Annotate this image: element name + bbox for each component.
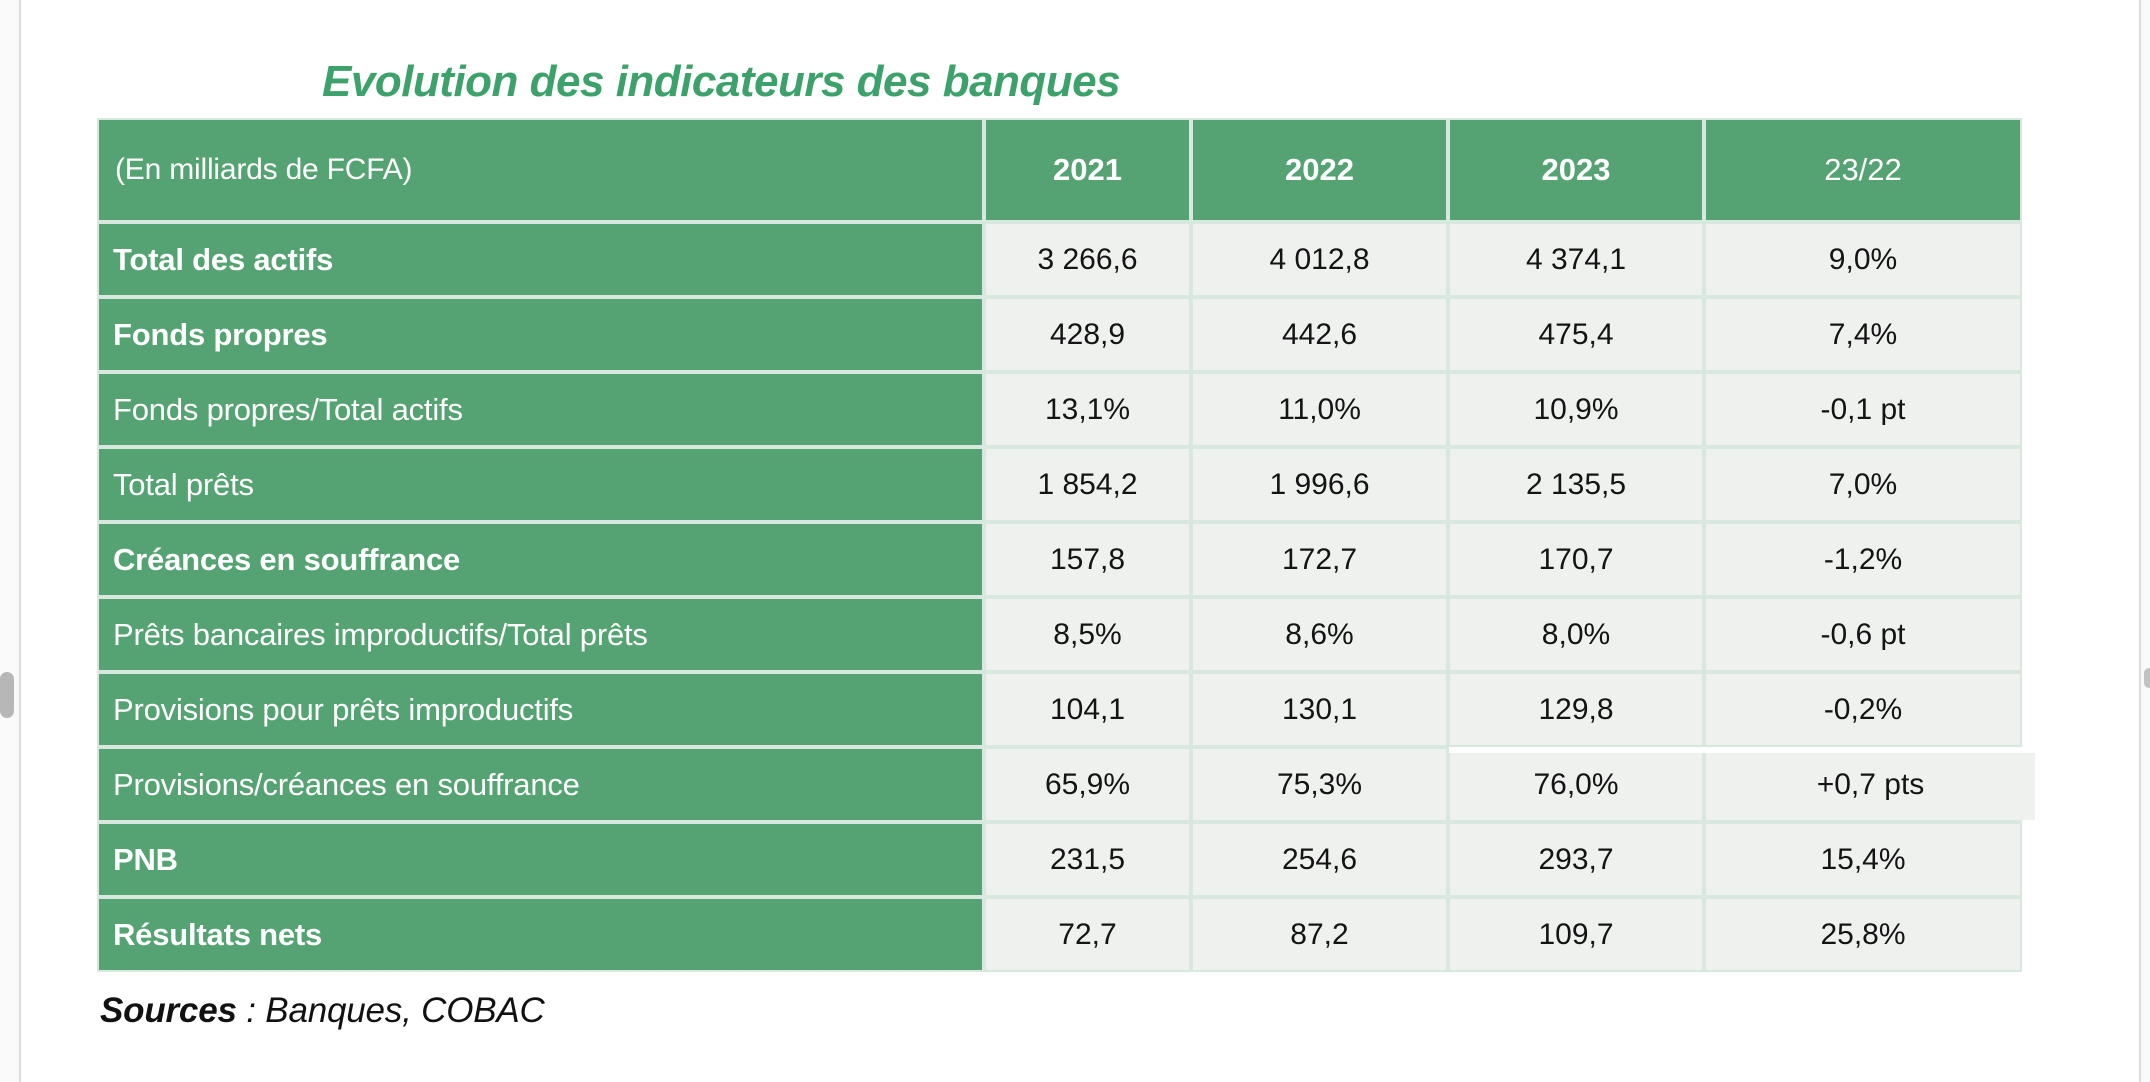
- cell-value: 157,8: [986, 524, 1189, 595]
- row-label: Créances en souffrance: [99, 524, 982, 595]
- right-scrollbar-thumb[interactable]: [2144, 668, 2150, 688]
- table-header-row: (En milliards de FCFA) 2021 2022 2023 23…: [99, 120, 2020, 220]
- table-row: Total prêts 1 854,2 1 996,6 2 135,5 7,0%: [99, 449, 2020, 520]
- cell-value: 7,4%: [1706, 299, 2020, 370]
- row-label: Provisions/créances en souffrance: [99, 749, 982, 820]
- sources-label: Sources: [100, 991, 237, 1030]
- left-scrollbar-thumb[interactable]: [0, 672, 14, 718]
- cell-value: +0,7 pts: [1706, 749, 2035, 820]
- row-label: Prêts bancaires improductifs/Total prêts: [99, 599, 982, 670]
- cell-value: 65,9%: [986, 749, 1189, 820]
- cell-value: 4 012,8: [1193, 224, 1446, 295]
- cell-value: 8,5%: [986, 599, 1189, 670]
- indicators-table: (En milliards de FCFA) 2021 2022 2023 23…: [97, 118, 2038, 972]
- row-label: Provisions pour prêts improductifs: [99, 674, 982, 745]
- variation-header-23-22: 23/22: [1706, 120, 2020, 220]
- row-label: Total des actifs: [99, 224, 982, 295]
- unit-header-cell: (En milliards de FCFA): [99, 120, 982, 220]
- table-row: Fonds propres 428,9 442,6 475,4 7,4%: [99, 299, 2020, 370]
- cell-value: 129,8: [1450, 674, 1702, 745]
- cell-value: 72,7: [986, 899, 1189, 970]
- row-label: Fonds propres/Total actifs: [99, 374, 982, 445]
- table-row: Créances en souffrance 157,8 172,7 170,7 -1,…: [99, 524, 2020, 595]
- table-row: Provisions pour prêts improductifs 104,1 1…: [99, 674, 2020, 745]
- cell-value: -0,2%: [1706, 674, 2020, 745]
- cell-value: 76,0%: [1450, 749, 1702, 820]
- table-white-gap-artifact: [1449, 747, 2038, 753]
- table-row: Résultats nets 72,7 87,2 109,7 25,8%: [99, 899, 2020, 970]
- year-header-2022: 2022: [1193, 120, 1446, 220]
- cell-value: 4 374,1: [1450, 224, 1702, 295]
- cell-value: 8,6%: [1193, 599, 1446, 670]
- cell-value: 172,7: [1193, 524, 1446, 595]
- cell-value: 15,4%: [1706, 824, 2020, 895]
- viewer-left-margin: [0, 0, 19, 1082]
- cell-value: -0,6 pt: [1706, 599, 2020, 670]
- cell-value: 1 996,6: [1193, 449, 1446, 520]
- cell-value: -0,1 pt: [1706, 374, 2020, 445]
- table-row: Provisions/créances en souffrance 65,9% 75…: [99, 749, 2035, 820]
- cell-value: 10,9%: [1450, 374, 1702, 445]
- table-row: PNB 231,5 254,6 293,7 15,4%: [99, 824, 2020, 895]
- cell-value: 3 266,6: [986, 224, 1189, 295]
- left-page-divider: [19, 0, 21, 1082]
- viewer-right-margin: [2141, 0, 2150, 1082]
- cell-value: 7,0%: [1706, 449, 2020, 520]
- table-row: Fonds propres/Total actifs 13,1% 11,0% 10,9…: [99, 374, 2020, 445]
- cell-value: -1,2%: [1706, 524, 2020, 595]
- cell-value: 475,4: [1450, 299, 1702, 370]
- cell-value: 2 135,5: [1450, 449, 1702, 520]
- cell-value: 104,1: [986, 674, 1189, 745]
- row-label: Total prêts: [99, 449, 982, 520]
- year-header-2021: 2021: [986, 120, 1189, 220]
- cell-value: 9,0%: [1706, 224, 2020, 295]
- cell-value: 11,0%: [1193, 374, 1446, 445]
- cell-value: 231,5: [986, 824, 1189, 895]
- table-rows: Total des actifs 3 266,6 4 012,8 4 374,1 9,0…: [99, 224, 2035, 970]
- cell-value: 75,3%: [1193, 749, 1446, 820]
- cell-value: 87,2: [1193, 899, 1446, 970]
- sources-text: : Banques, COBAC: [236, 991, 545, 1030]
- cell-value: 428,9: [986, 299, 1189, 370]
- table-row: Total des actifs 3 266,6 4 012,8 4 374,1 9,0…: [99, 224, 2020, 295]
- cell-value: 170,7: [1450, 524, 1702, 595]
- cell-value: 109,7: [1450, 899, 1702, 970]
- cell-value: 8,0%: [1450, 599, 1702, 670]
- sources-note: Sources : Banques, COBAC: [100, 991, 545, 1031]
- cell-value: 1 854,2: [986, 449, 1189, 520]
- right-page-divider: [2139, 0, 2141, 1082]
- cell-value: 293,7: [1450, 824, 1702, 895]
- page-title: Evolution des indicateurs des banques: [322, 57, 1121, 106]
- cell-value: 25,8%: [1706, 899, 2020, 970]
- year-header-2023: 2023: [1450, 120, 1702, 220]
- row-label: PNB: [99, 824, 982, 895]
- row-label: Fonds propres: [99, 299, 982, 370]
- cell-value: 442,6: [1193, 299, 1446, 370]
- cell-value: 130,1: [1193, 674, 1446, 745]
- table-row: Prêts bancaires improductifs/Total prêts…: [99, 599, 2020, 670]
- cell-value: 13,1%: [986, 374, 1189, 445]
- cell-value: 254,6: [1193, 824, 1446, 895]
- row-label: Résultats nets: [99, 899, 982, 970]
